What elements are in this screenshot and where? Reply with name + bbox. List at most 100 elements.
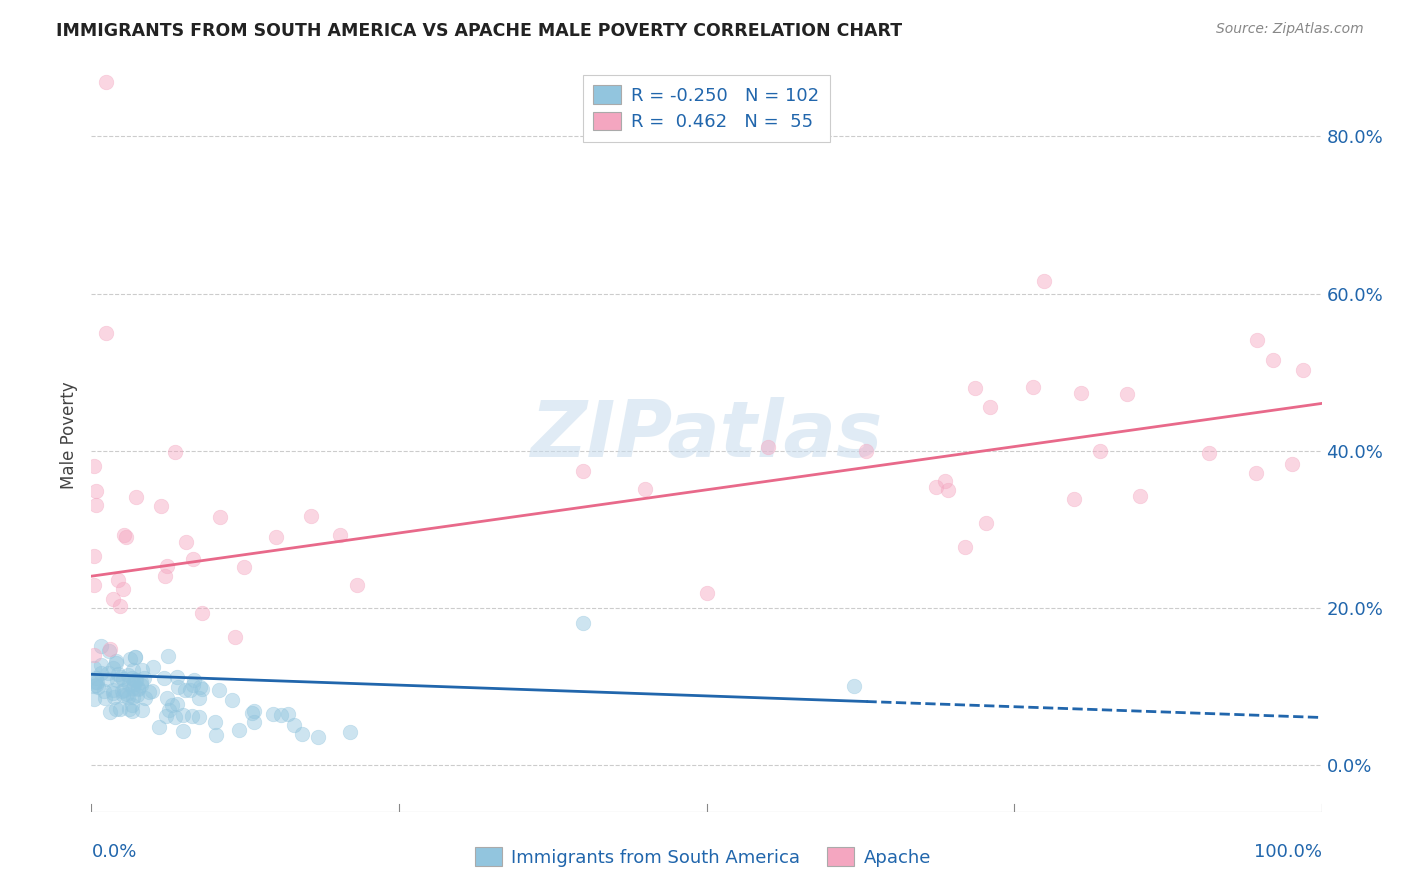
Text: ZIPatlas: ZIPatlas	[530, 397, 883, 473]
Point	[121, 698, 143, 712]
Point	[264, 530, 287, 544]
Point	[138, 685, 160, 699]
Point	[121, 671, 143, 685]
Point	[277, 706, 299, 721]
Point	[156, 558, 179, 573]
Point	[953, 540, 976, 554]
Point	[166, 697, 188, 711]
Point	[103, 690, 125, 704]
Point	[262, 706, 284, 721]
Point	[124, 650, 146, 665]
Point	[111, 683, 134, 698]
Point	[1022, 379, 1045, 393]
Point	[86, 498, 108, 512]
Point	[148, 720, 170, 734]
Point	[98, 641, 121, 656]
Point	[84, 483, 107, 498]
Point	[96, 326, 117, 340]
Point	[634, 482, 657, 496]
Point	[84, 678, 107, 692]
Point	[157, 703, 180, 717]
Point	[83, 578, 105, 592]
Point	[112, 528, 135, 542]
Point	[183, 673, 205, 687]
Point	[101, 686, 124, 700]
Point	[1292, 363, 1315, 377]
Point	[142, 660, 165, 674]
Point	[90, 658, 112, 673]
Point	[181, 708, 204, 723]
Point	[270, 707, 292, 722]
Point	[117, 668, 139, 682]
Point	[1070, 386, 1092, 401]
Point	[179, 683, 201, 698]
Point	[1116, 387, 1139, 401]
Point	[127, 681, 149, 696]
Point	[160, 698, 183, 713]
Point	[174, 683, 197, 698]
Point	[842, 679, 865, 693]
Point	[1246, 333, 1268, 347]
Point	[974, 516, 997, 531]
Point	[117, 677, 139, 691]
Point	[936, 483, 959, 498]
Y-axis label: Male Poverty: Male Poverty	[60, 381, 79, 489]
Point	[131, 703, 153, 717]
Point	[283, 718, 305, 732]
Point	[156, 690, 179, 705]
Point	[572, 616, 595, 631]
Point	[87, 680, 110, 694]
Point	[96, 673, 118, 687]
Point	[83, 692, 105, 706]
Point	[167, 680, 190, 694]
Point	[117, 687, 139, 701]
Point	[125, 688, 148, 702]
Point	[208, 682, 231, 697]
Point	[127, 681, 149, 695]
Point	[1063, 491, 1085, 506]
Point	[153, 671, 176, 685]
Point	[243, 704, 266, 718]
Text: Source: ZipAtlas.com: Source: ZipAtlas.com	[1216, 22, 1364, 37]
Point	[979, 400, 1001, 414]
Point	[83, 679, 105, 693]
Point	[228, 723, 250, 737]
Point	[124, 649, 146, 664]
Point	[346, 578, 368, 592]
Point	[299, 508, 322, 523]
Point	[1261, 353, 1284, 368]
Point	[108, 599, 131, 614]
Point	[233, 560, 256, 574]
Point	[242, 715, 264, 730]
Point	[1088, 443, 1111, 458]
Point	[224, 630, 246, 644]
Point	[153, 568, 176, 582]
Point	[756, 440, 779, 454]
Point	[1129, 489, 1152, 503]
Point	[90, 666, 112, 681]
Point	[103, 592, 125, 607]
Point	[83, 459, 105, 474]
Point	[117, 690, 139, 705]
Point	[695, 586, 717, 600]
Point	[86, 675, 108, 690]
Point	[124, 673, 146, 688]
Point	[1244, 467, 1267, 481]
Point	[103, 661, 125, 675]
Point	[188, 710, 211, 724]
Point	[1032, 274, 1054, 288]
Point	[157, 649, 180, 664]
Point	[112, 683, 135, 698]
Point	[190, 680, 212, 694]
Point	[131, 678, 153, 692]
Point	[172, 708, 194, 723]
Point	[204, 714, 226, 729]
Point	[1281, 457, 1303, 471]
Text: 100.0%: 100.0%	[1254, 843, 1322, 861]
Point	[125, 673, 148, 688]
Point	[107, 667, 129, 681]
Point	[190, 681, 212, 696]
Point	[149, 500, 172, 514]
Point	[122, 676, 145, 690]
Point	[855, 444, 877, 458]
